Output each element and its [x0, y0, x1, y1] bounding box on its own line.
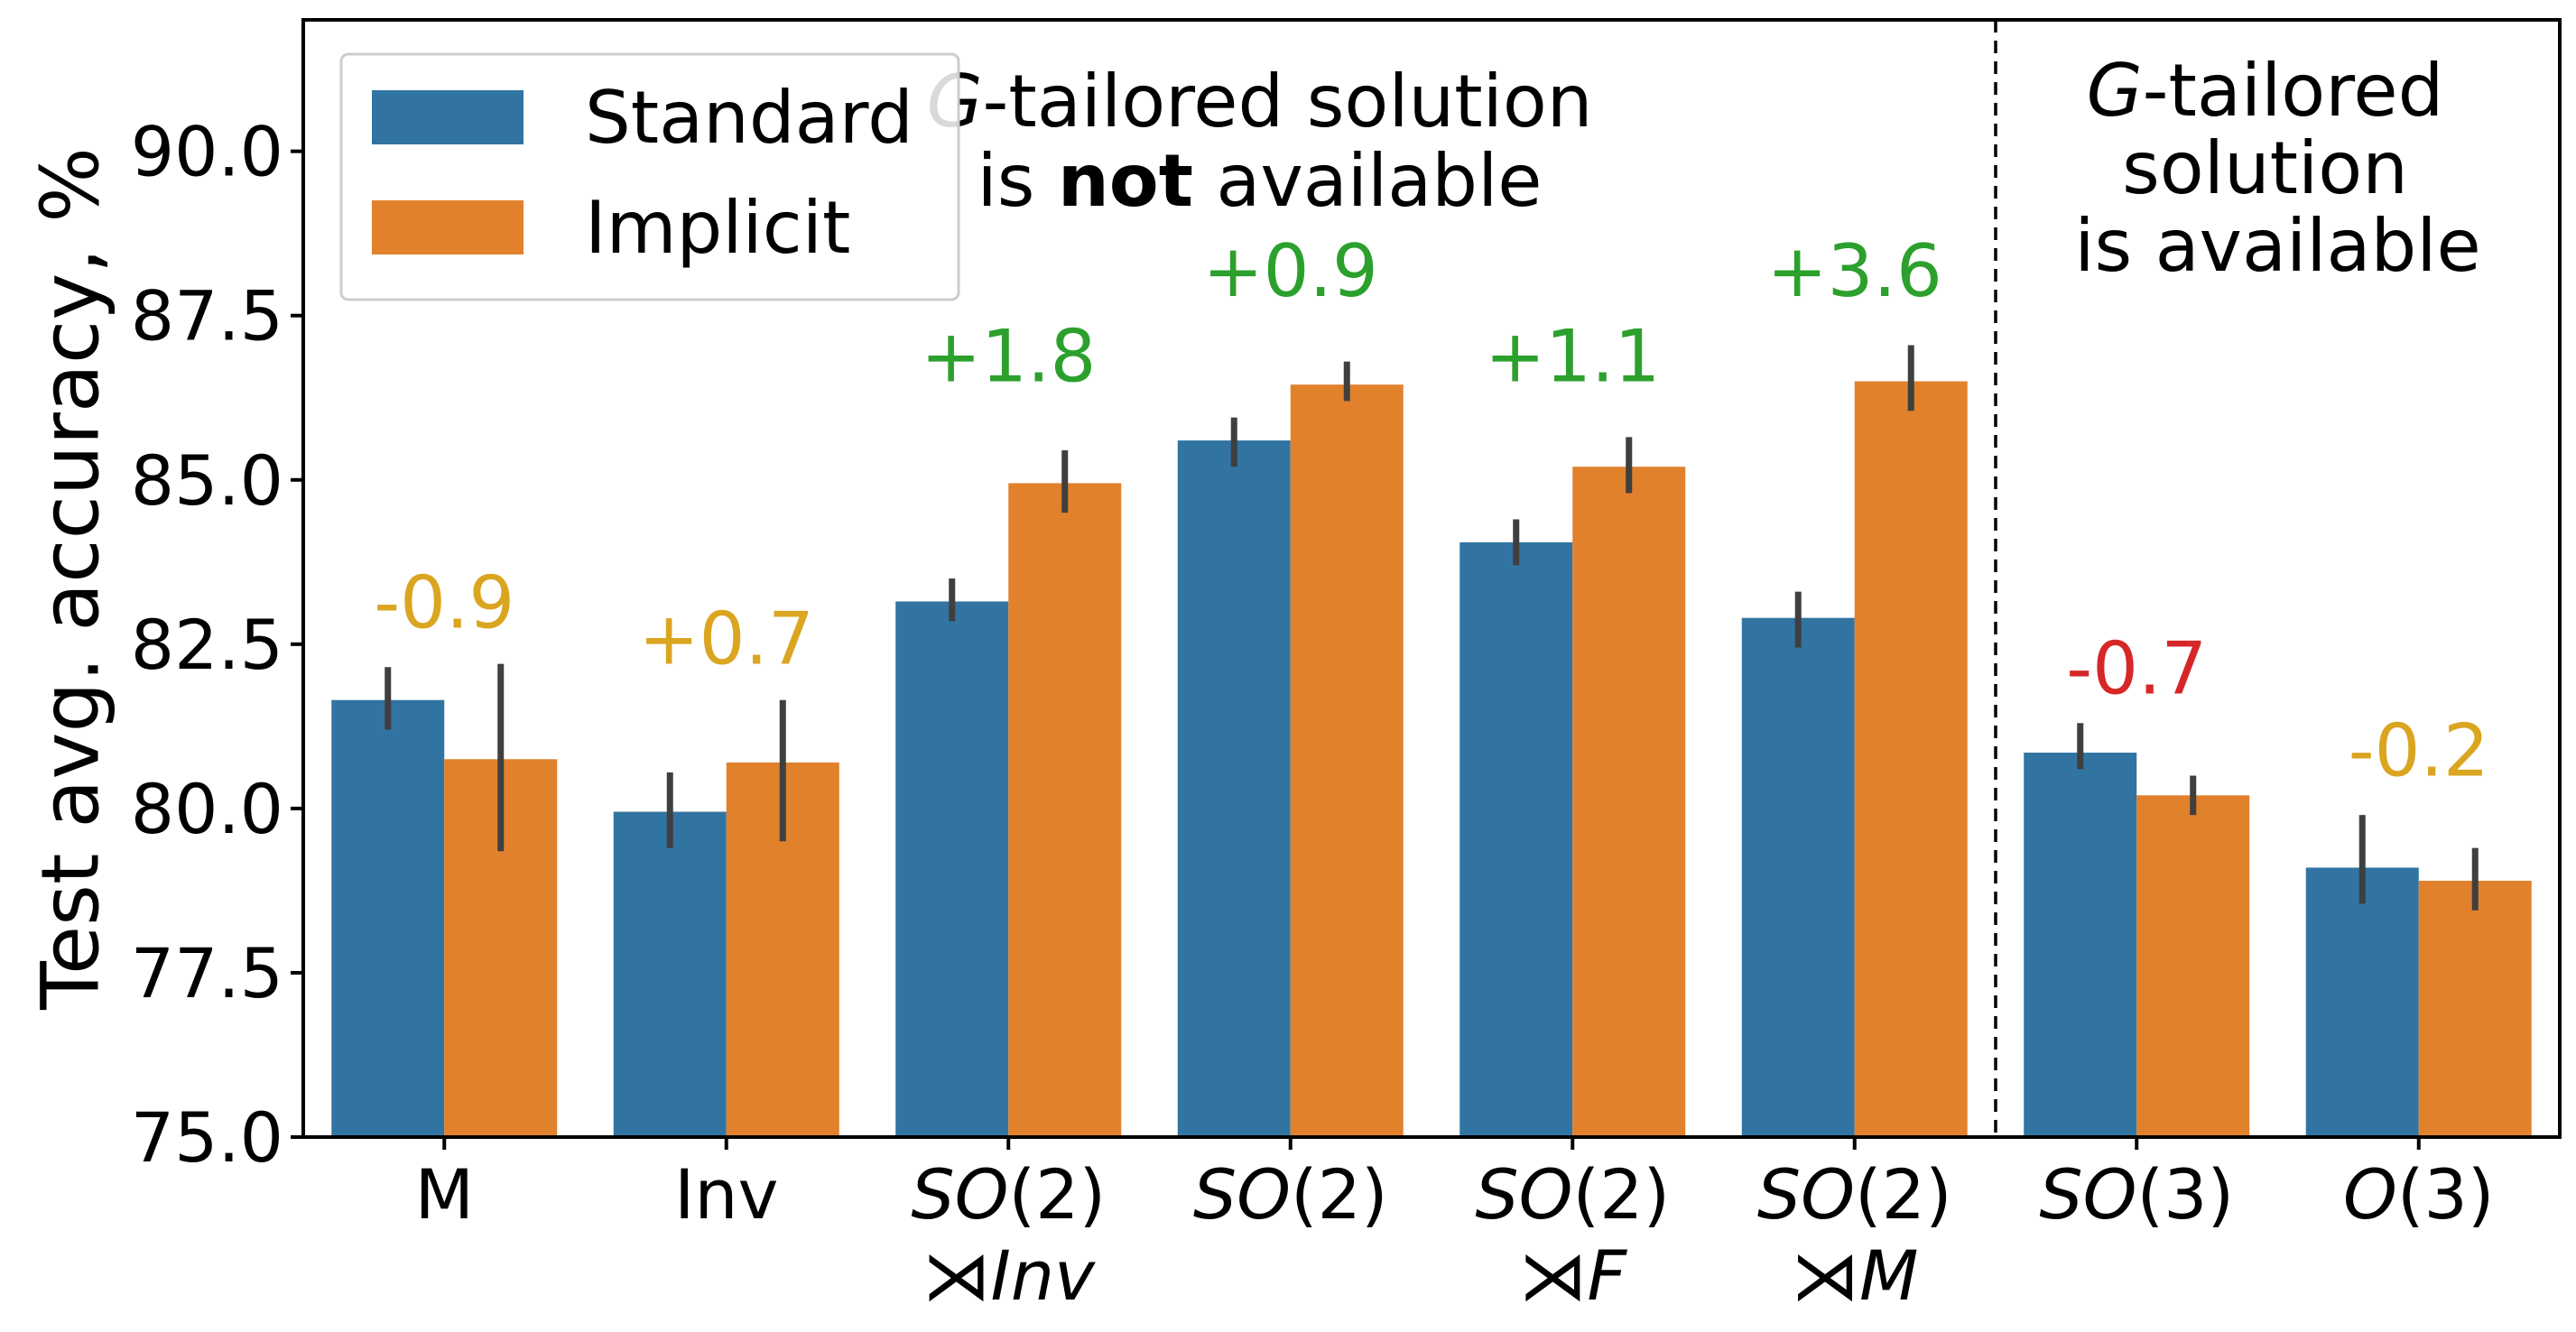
x-tick-label: SO(3)	[2039, 1154, 2234, 1235]
right-region-title-line2: solution	[2122, 126, 2408, 210]
delta-label: -0.9	[374, 561, 514, 645]
bar-standard-1	[613, 811, 727, 1137]
delta-label: +1.1	[1485, 315, 1660, 399]
right-region-title-line1: G-tailored	[2087, 49, 2444, 133]
bar-implicit-5	[1854, 381, 1968, 1137]
legend-label-implicit: Implicit	[585, 186, 850, 270]
x-tick-label: SO(2)	[1475, 1154, 1670, 1235]
x-tick-label: Inv	[674, 1154, 779, 1235]
delta-label: +3.6	[1767, 229, 1942, 313]
bar-implicit-3	[1290, 384, 1404, 1137]
bar-standard-6	[2024, 752, 2137, 1137]
bar-standard-0	[331, 699, 445, 1137]
legend-label-standard: Standard	[585, 76, 913, 160]
x-tick-label-line2: ⋊M	[1791, 1235, 1919, 1316]
x-tick-label: M	[414, 1154, 474, 1235]
bar-standard-4	[1459, 541, 1573, 1137]
delta-label: +1.8	[921, 315, 1096, 399]
y-tick-label: 80.0	[131, 769, 283, 849]
x-tick-label: SO(2)	[1193, 1154, 1388, 1235]
legend-swatch-standard	[372, 90, 524, 144]
delta-label: +0.7	[639, 597, 814, 681]
x-tick-label-line2: ⋊Inv	[922, 1235, 1096, 1316]
x-tick-label-line2: ⋊F	[1518, 1235, 1627, 1316]
bar-standard-2	[895, 601, 1009, 1137]
right-region-title-line3: is available	[2074, 204, 2480, 288]
legend-swatch-implicit	[372, 200, 524, 254]
x-tick-label: SO(2)	[1757, 1154, 1952, 1235]
legend: Standard Implicit	[339, 52, 960, 301]
bar-implicit-4	[1572, 467, 1686, 1137]
bar-implicit-6	[2136, 795, 2250, 1137]
y-tick-label: 87.5	[131, 276, 283, 356]
left-region-title-line2: is not available	[977, 139, 1542, 223]
bar-implicit-2	[1008, 483, 1122, 1137]
bar-standard-3	[1177, 440, 1291, 1138]
y-tick-label: 82.5	[131, 605, 283, 685]
left-region-title-line1: G-tailored solution	[926, 60, 1592, 143]
bars-layer	[331, 381, 2532, 1138]
axes-frame	[301, 18, 2562, 1139]
delta-labels: -0.9 +0.7 +1.8 +0.9 +1.1 +3.6 -0.7 -0.2	[374, 229, 2489, 793]
bar-standard-7	[2305, 867, 2419, 1137]
y-tick-label: 85.0	[131, 440, 283, 521]
y-axis-ticks: 75.0 77.5 80.0 82.5 85.0 87.5 90.0	[131, 112, 303, 1178]
bar-implicit-7	[2418, 880, 2532, 1137]
delta-label: -0.7	[2066, 626, 2207, 710]
x-tick-label: SO(2)	[911, 1154, 1106, 1235]
delta-label: -0.2	[2349, 708, 2489, 792]
bar-standard-5	[1741, 617, 1855, 1137]
y-tick-label: 77.5	[131, 933, 283, 1013]
y-tick-label: 75.0	[131, 1097, 283, 1178]
y-axis-label: Test avg. accuracy, %	[24, 147, 117, 1011]
y-tick-label: 90.0	[131, 112, 283, 192]
x-tick-label: O(3)	[2343, 1154, 2494, 1235]
delta-label: +0.9	[1203, 229, 1378, 313]
error-bars-layer	[385, 345, 2479, 911]
